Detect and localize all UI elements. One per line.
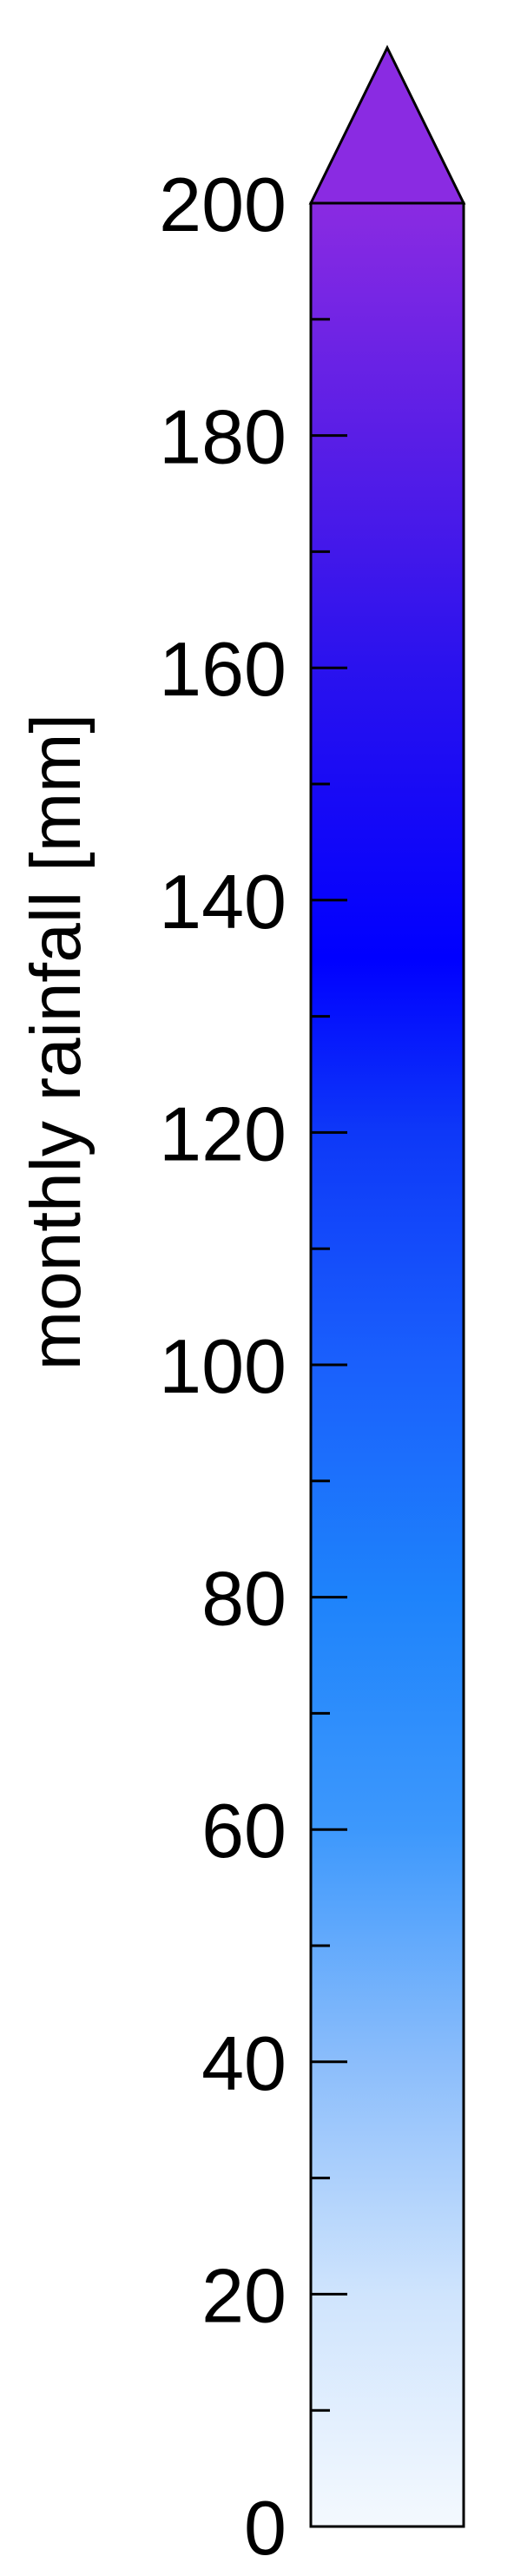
tick-label: 200 — [159, 161, 287, 247]
colorbar-major-ticks — [311, 434, 347, 2296]
tick-label: 140 — [159, 859, 287, 945]
tick-label: 20 — [201, 2252, 287, 2338]
colorbar-minor-ticks — [311, 318, 330, 2412]
tick-label: 80 — [201, 1556, 287, 1642]
tick-label: 160 — [159, 626, 287, 712]
tick-label: 100 — [159, 1323, 287, 1409]
tick-label: 60 — [201, 1788, 287, 1874]
colorbar-tick-labels: 0 20 40 60 80 100 120 140 160 180 200 — [159, 161, 287, 2571]
colorbar-axis-label: monthly rainfall [mm] — [16, 714, 96, 1370]
tick-label: 120 — [159, 1090, 287, 1176]
tick-label: 40 — [201, 2020, 287, 2106]
tick-label: 180 — [159, 394, 287, 480]
colorbar-extend-max-triangle — [308, 44, 466, 205]
tick-label: 0 — [244, 2485, 287, 2571]
